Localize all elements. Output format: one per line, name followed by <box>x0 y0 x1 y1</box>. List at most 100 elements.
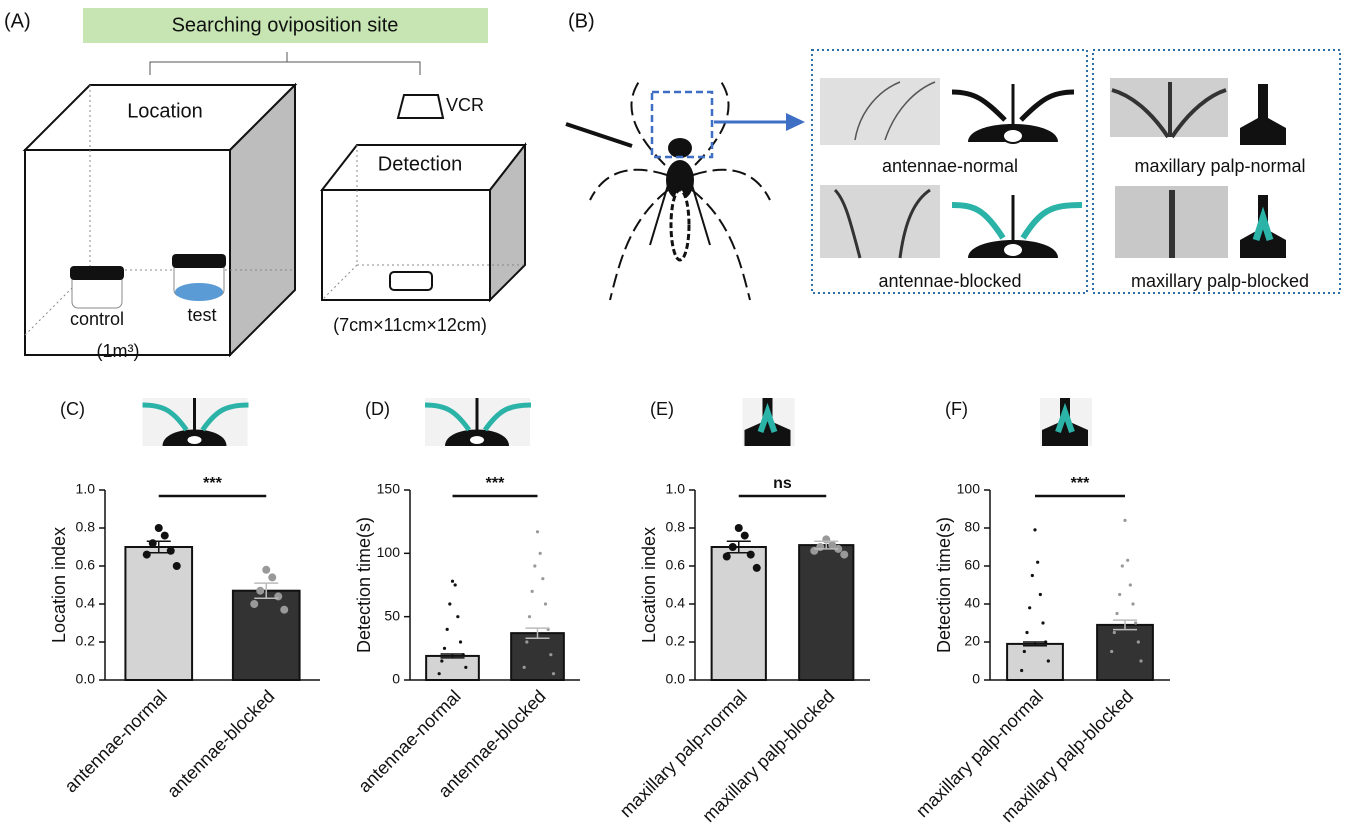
data-point <box>268 573 277 582</box>
data-point <box>154 524 163 532</box>
bar <box>1096 623 1154 682</box>
y-axis-label: Location index <box>49 527 69 643</box>
icon <box>742 398 795 446</box>
icon-eye <box>468 434 486 446</box>
jar-lid <box>172 254 226 268</box>
photo-palp <box>1111 82 1227 139</box>
jar-label: control <box>70 309 124 329</box>
data-point <box>148 539 157 548</box>
icon <box>142 398 249 446</box>
mosquito-legs <box>589 79 771 301</box>
y-tick-label: 100 <box>377 544 401 560</box>
data-point <box>522 665 526 669</box>
data-point <box>549 653 553 657</box>
banner <box>83 8 488 43</box>
error-bar <box>146 540 171 554</box>
image-caption: maxillary palp-normal <box>1134 156 1305 176</box>
arrow-head <box>786 113 805 131</box>
panel-label: (D) <box>365 399 390 419</box>
data-point <box>728 543 737 551</box>
icon <box>1040 398 1092 446</box>
data-point <box>280 605 289 614</box>
data-point <box>734 524 743 532</box>
data-point <box>1041 621 1045 625</box>
panel-a: (A) Searching oviposition site Location … <box>4 8 528 361</box>
data-point <box>1128 583 1132 587</box>
bar <box>231 589 301 682</box>
y-tick-label: 0.0 <box>666 671 686 687</box>
water <box>175 283 223 301</box>
data-point <box>160 531 169 540</box>
data-point <box>1033 528 1037 532</box>
cube-front <box>24 149 231 356</box>
data-point <box>1038 592 1042 597</box>
y-axis-label: Location index <box>639 527 659 643</box>
image-caption: antennae-normal <box>882 156 1018 176</box>
size-label: (7cm×11cm×12cm) <box>333 315 487 335</box>
data-point <box>1022 649 1026 654</box>
y-tick-label: 0.4 <box>666 595 686 611</box>
image-caption: maxillary palp-blocked <box>1131 271 1309 291</box>
icon-palp <box>744 398 791 446</box>
data-point <box>1112 630 1116 635</box>
y-tick-label: 150 <box>377 481 401 497</box>
data-point <box>1030 573 1034 578</box>
data-point <box>530 589 534 593</box>
significance: *** <box>203 475 222 492</box>
data-point <box>448 602 452 606</box>
data-point <box>1115 611 1119 616</box>
banner-text: Searching oviposition site <box>172 14 399 36</box>
data-point <box>445 627 449 631</box>
y-tick-label: 20 <box>964 633 980 649</box>
cube-label: Location <box>127 100 203 122</box>
zoom-box <box>650 90 714 159</box>
photo-antennae <box>833 188 931 259</box>
y-tick-label: 0.8 <box>666 519 686 535</box>
y-axis-label: Detection time(s) <box>354 517 374 653</box>
camera-label: VCR <box>446 95 484 115</box>
data-point <box>142 550 151 559</box>
mosquito-abdomen <box>669 188 691 262</box>
y-tick-label: 0.6 <box>666 557 686 573</box>
data-point <box>450 579 455 583</box>
error-bar <box>1023 641 1047 647</box>
y-tick-label: 0.6 <box>76 557 96 573</box>
data-point <box>256 586 265 595</box>
data-point <box>752 563 761 572</box>
error-bar <box>525 627 550 639</box>
jar-label: test <box>187 305 216 325</box>
data-point <box>527 615 532 619</box>
needle <box>565 122 633 148</box>
data-point <box>1036 560 1040 564</box>
box-hidden <box>321 145 525 301</box>
data-point <box>746 550 755 559</box>
data-point <box>722 552 731 561</box>
panel-label: (E) <box>650 399 674 419</box>
data-point <box>453 583 457 587</box>
icon-palp-blocked <box>1055 402 1075 433</box>
panel-label: (A) <box>4 10 31 32</box>
y-tick-label: 1.0 <box>666 481 686 497</box>
brace <box>149 52 421 75</box>
data-point <box>828 541 837 550</box>
data-point <box>166 546 175 555</box>
icon-palp-blocked <box>757 402 778 433</box>
box-label: Detection <box>378 153 463 175</box>
box-front <box>321 189 491 301</box>
data-point <box>1046 659 1050 663</box>
data-point <box>1131 602 1135 606</box>
data-point <box>440 659 444 663</box>
data-point <box>538 551 542 555</box>
panel-label: (F) <box>945 399 968 419</box>
data-point <box>442 646 447 650</box>
y-tick-label: 100 <box>957 481 981 497</box>
y-tick-label: 0.2 <box>666 633 686 649</box>
dish <box>389 271 433 291</box>
mosquito-head <box>668 138 692 158</box>
y-tick-label: 0.8 <box>76 519 96 535</box>
data-point <box>458 640 463 644</box>
data-point <box>533 564 537 568</box>
data-point <box>1118 592 1122 597</box>
data-point <box>810 546 819 555</box>
